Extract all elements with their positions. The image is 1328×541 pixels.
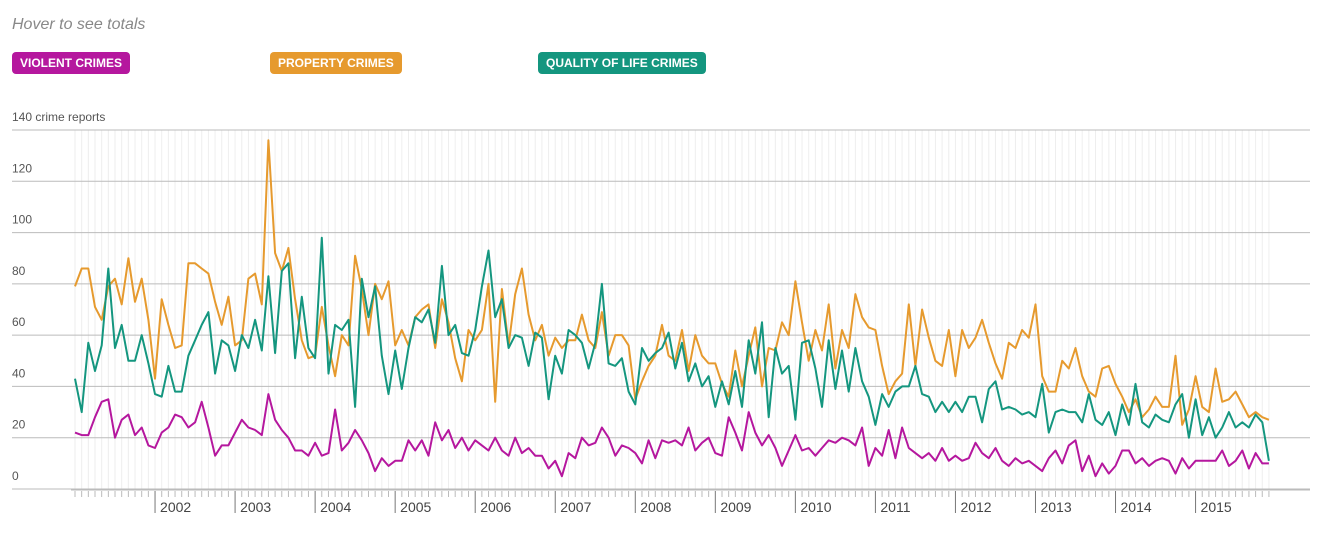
y-tick-label: 60: [12, 315, 26, 329]
x-tick-label: 2010: [800, 499, 831, 515]
y-tick-label: 100: [12, 213, 32, 227]
y-tick-label: 20: [12, 418, 26, 432]
y-tick-label: 140 crime reports: [12, 110, 105, 124]
x-tick-label: 2011: [880, 499, 910, 515]
line: [74, 139, 1270, 426]
y-tick-label: 0: [12, 469, 19, 483]
x-tick-label: 2015: [1201, 499, 1232, 515]
y-tick-label: 120: [12, 161, 32, 175]
x-tick-label: 2006: [480, 499, 511, 515]
x-tick-label: 2003: [240, 499, 271, 515]
x-tick-label: 2004: [320, 499, 351, 515]
x-tick-label: 2002: [160, 499, 191, 515]
legend-button[interactable]: VIOLENT CRIMES: [12, 52, 131, 74]
y-tick-label: 40: [12, 366, 26, 380]
y-tick-label: 80: [12, 264, 26, 278]
x-tick-label: 2007: [560, 499, 591, 515]
legend-button[interactable]: QUALITY OF LIFE CRIMES: [538, 52, 706, 74]
x-tick-label: 2014: [1121, 499, 1152, 515]
x-tick-label: 2012: [960, 499, 991, 515]
x-tick-label: 2009: [720, 499, 751, 515]
x-tick-label: 2005: [400, 499, 431, 515]
hint: Hover to see totals: [12, 16, 146, 33]
line: [74, 236, 1270, 461]
legend-button[interactable]: PROPERTY CRIMES: [270, 52, 402, 74]
x-tick-label: 2008: [640, 499, 671, 515]
line: [74, 393, 1269, 478]
x-tick-label: 2013: [1040, 499, 1071, 515]
